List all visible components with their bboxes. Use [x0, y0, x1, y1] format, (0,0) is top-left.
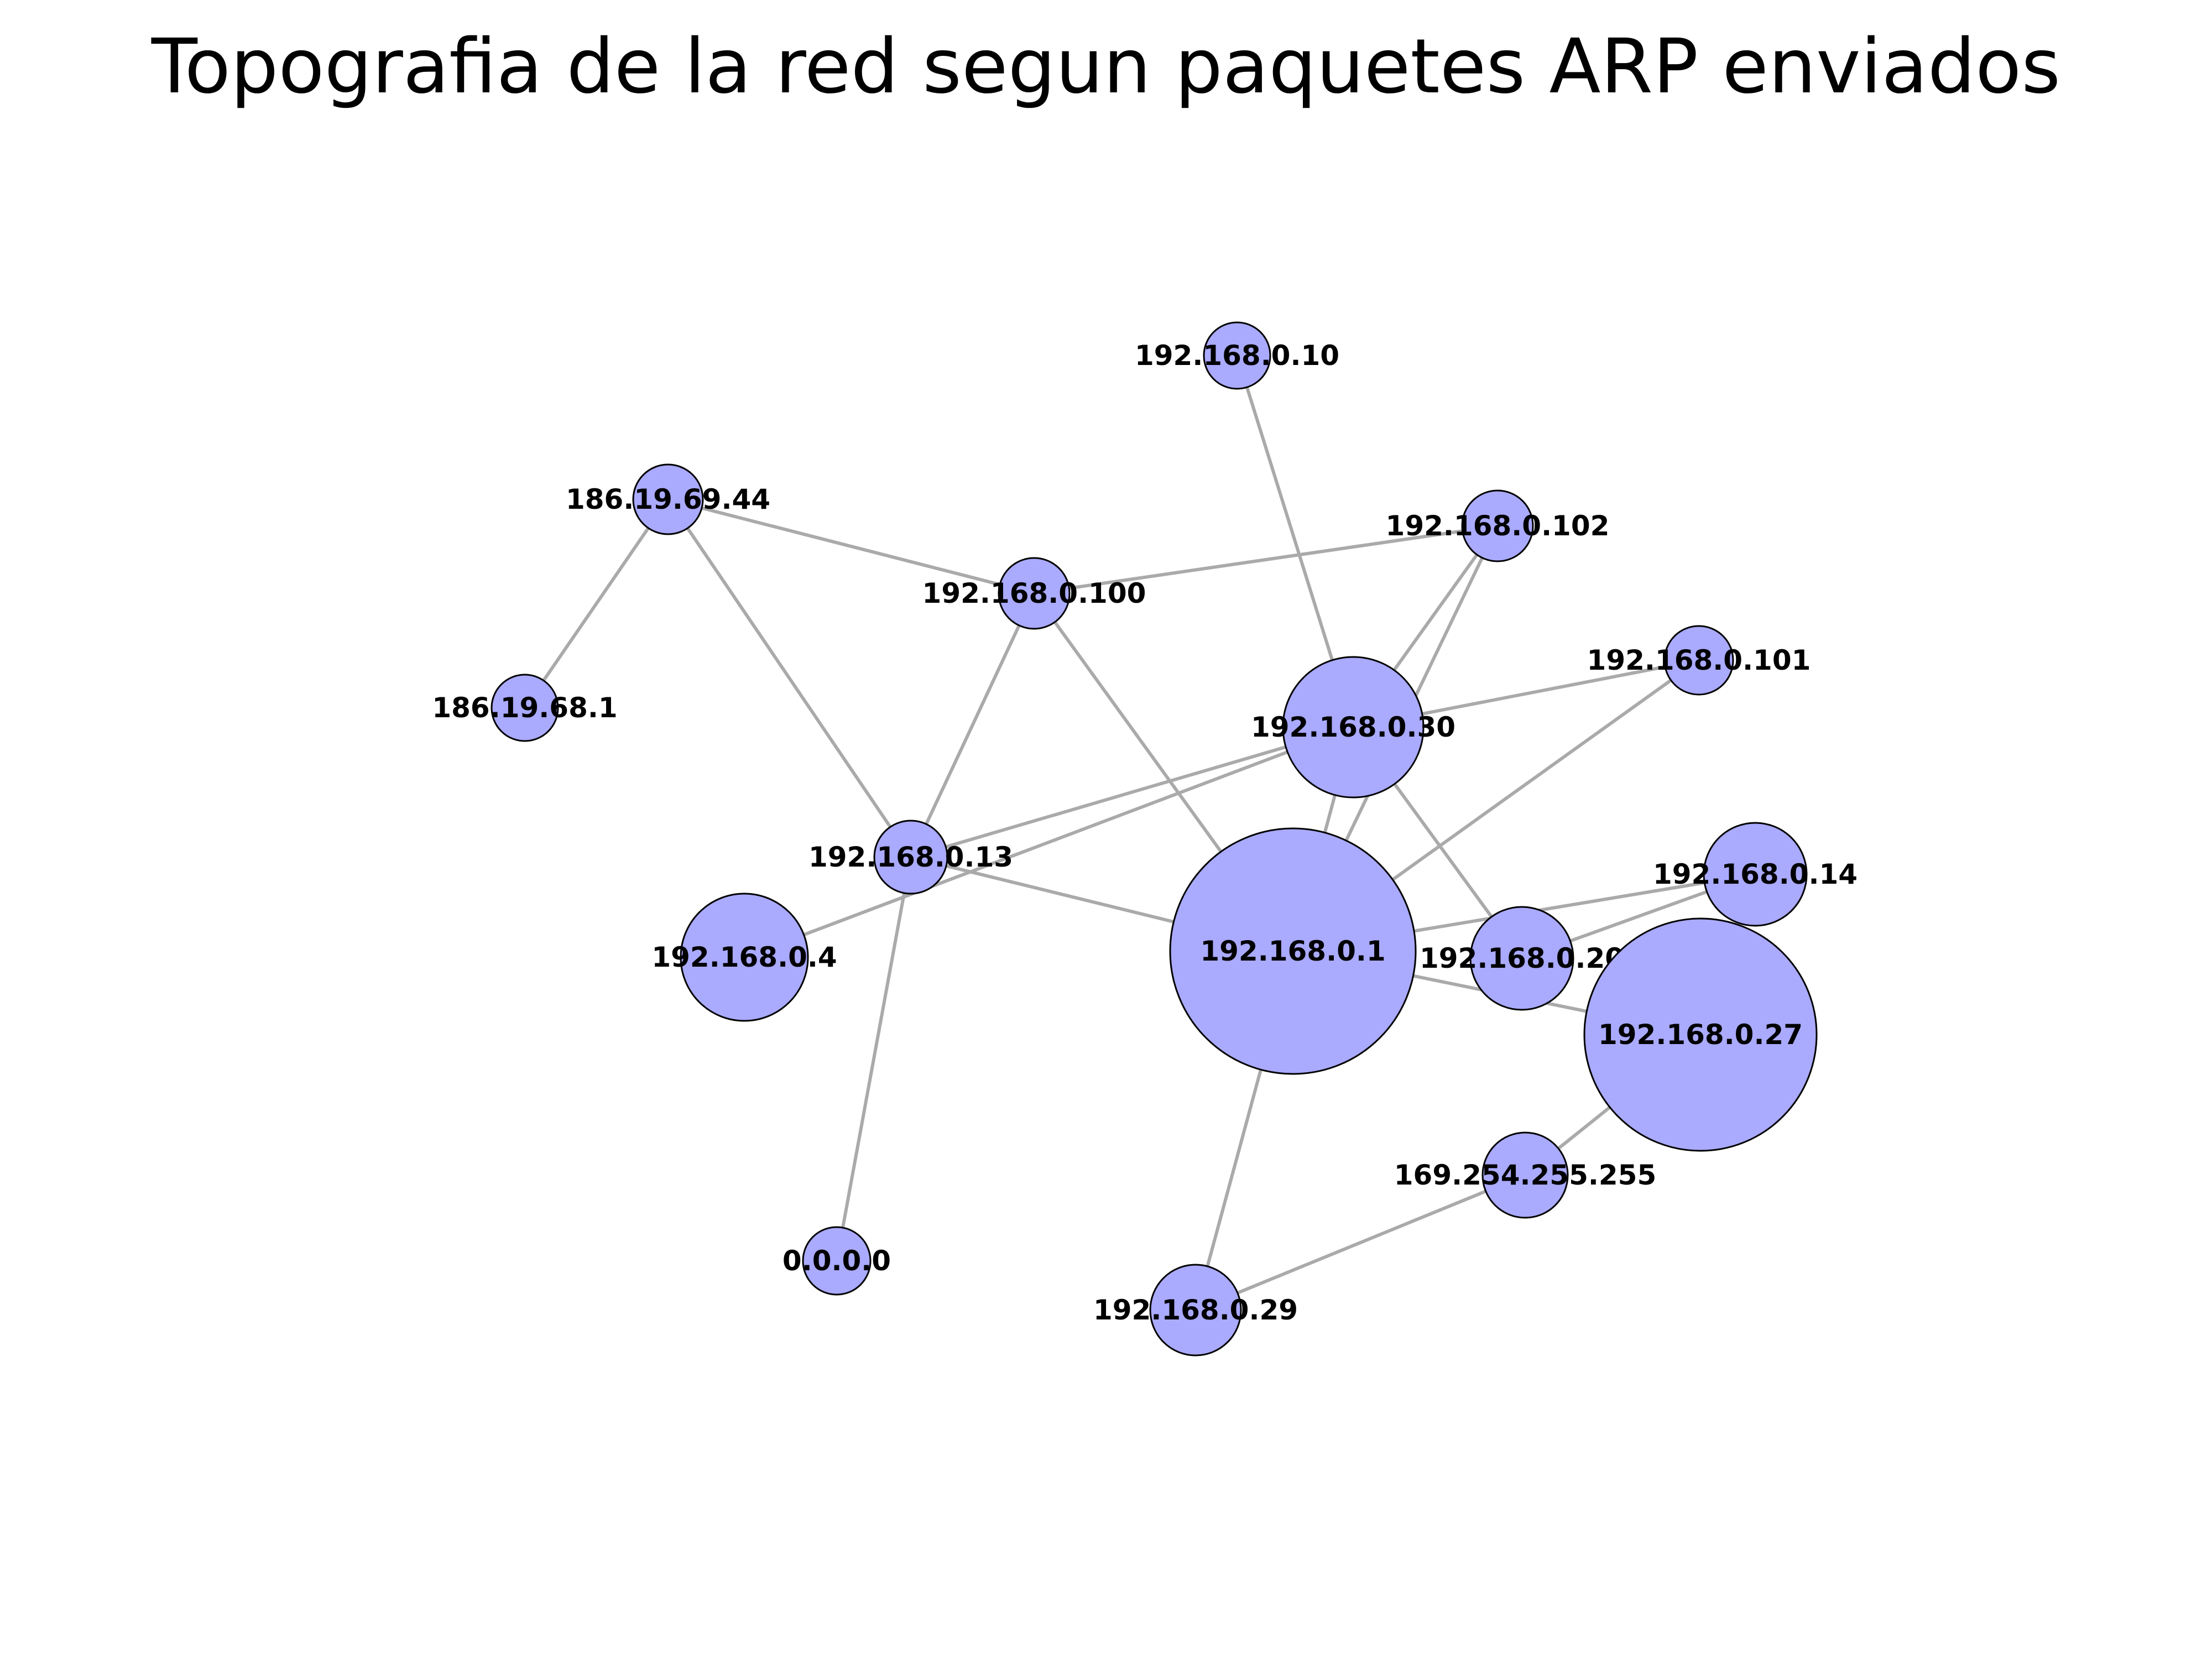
- node-circle: [1583, 917, 1818, 1152]
- graph-node: 186.19.68.1: [432, 674, 618, 742]
- node-label: 192.168.0.20: [1420, 942, 1624, 974]
- chart-title: Topografia de la red segun paquetes ARP …: [151, 23, 2061, 111]
- graph-node: 169.254.255.255: [1394, 1131, 1656, 1219]
- node-circle: [1663, 625, 1734, 696]
- node-circle: [1203, 321, 1271, 390]
- node-label: 186.19.68.1: [432, 692, 617, 724]
- graph-edge: [1032, 524, 1499, 595]
- node-label: 192.168.0.101: [1587, 644, 1811, 676]
- node-label: 192.168.0.30: [1251, 711, 1455, 743]
- graph-edge: [743, 726, 1355, 959]
- graph-node: 192.168.0.4: [651, 893, 837, 1022]
- node-label: 192.168.0.4: [651, 941, 837, 973]
- node-circle: [632, 463, 704, 535]
- node-circle: [1169, 827, 1417, 1075]
- graph-edge: [1194, 1173, 1527, 1312]
- node-circle: [873, 820, 948, 895]
- graph-edge: [909, 592, 1036, 859]
- graph-node: 192.168.0.102: [1386, 489, 1610, 562]
- node-circle: [1149, 1264, 1242, 1357]
- graph-node: 192.168.0.1: [1169, 827, 1417, 1075]
- graph-node: 192.168.0.101: [1587, 625, 1811, 696]
- node-circle: [1703, 822, 1808, 927]
- node-label: 192.168.0.14: [1653, 858, 1858, 890]
- node-circle: [491, 674, 559, 742]
- node-label: 192.168.0.10: [1135, 340, 1339, 372]
- node-circle: [1481, 1131, 1569, 1219]
- graph-node: 0.0.0.0: [782, 1226, 891, 1296]
- node-label: 192.168.0.13: [808, 841, 1013, 873]
- node-circle: [1469, 906, 1574, 1011]
- graph-edge: [666, 498, 1036, 595]
- graph-node: 192.168.0.10: [1135, 321, 1339, 390]
- graph-edge: [523, 498, 670, 709]
- graph-node: 192.168.0.27: [1583, 917, 1818, 1152]
- node-label: 192.168.0.100: [922, 577, 1146, 609]
- graph-edge: [666, 498, 912, 859]
- node-label: 169.254.255.255: [1394, 1159, 1656, 1191]
- graph-edge: [909, 726, 1355, 859]
- node-label: 192.168.0.29: [1093, 1294, 1298, 1326]
- graph-node: 192.168.0.29: [1093, 1264, 1298, 1357]
- node-circle: [1282, 656, 1425, 799]
- graph-edge: [835, 855, 912, 1262]
- node-circle: [1461, 489, 1534, 562]
- graph-node: 192.168.0.30: [1251, 656, 1455, 799]
- graph-node: 192.168.0.14: [1653, 822, 1858, 927]
- node-label: 192.168.0.102: [1386, 510, 1610, 542]
- node-label: 0.0.0.0: [782, 1245, 891, 1277]
- node-circle: [680, 893, 809, 1022]
- graph-node: 192.168.0.20: [1420, 906, 1624, 1011]
- node-circle: [802, 1226, 872, 1296]
- node-label: 192.168.0.1: [1200, 935, 1385, 967]
- graph-node: 192.168.0.13: [808, 820, 1013, 895]
- node-circle: [998, 557, 1071, 630]
- node-label: 186.19.69.44: [566, 483, 770, 515]
- graph-node: 186.19.69.44: [566, 463, 770, 535]
- node-label: 192.168.0.27: [1598, 1019, 1803, 1051]
- nodes-layer: 192.168.0.10 186.19.69.44 192.168.0.102 192…: [432, 321, 1858, 1357]
- graph-node: 192.168.0.100: [922, 557, 1146, 630]
